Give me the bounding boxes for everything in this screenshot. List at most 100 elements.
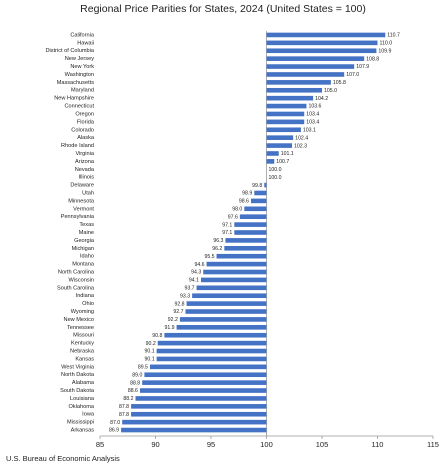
value-label: 90.2 [146,341,156,347]
bar [266,135,294,140]
value-label: 94.6 [194,262,204,268]
bar [206,261,267,267]
x-tick-label: 90 [151,440,159,449]
value-label: 109.9 [378,48,391,54]
value-label: 100.0 [269,167,282,173]
value-label: 97.1 [222,230,232,236]
value-label: 101.1 [281,151,294,157]
y-tick-label: Illinois [78,175,94,181]
value-label: 108.8 [366,56,379,62]
y-tick-label: Indiana [76,293,95,299]
value-label: 90.8 [152,333,162,339]
bar [157,340,267,346]
value-label: 86.9 [109,428,119,434]
y-tick-label: Vermont [73,206,94,212]
bar [266,95,314,101]
value-label: 87.0 [110,420,120,426]
value-label: 96.2 [212,246,222,252]
value-label: 93.3 [180,293,190,299]
x-tick-label: 110 [372,440,384,449]
y-tick-label: Kentucky [71,341,94,347]
y-tick-label: Colorado [71,127,94,133]
x-tick-label: 115 [427,440,439,449]
x-tick-label: 95 [207,440,215,449]
y-tick-label: Arizona [75,159,95,165]
x-tick-label: 105 [316,440,329,449]
bar [144,372,267,378]
bar [266,159,275,164]
chart-title: Regional Price Parities for States, 2024… [80,3,366,15]
value-label: 105.8 [333,80,346,86]
bar [139,388,267,393]
value-label: 102.3 [294,143,307,149]
y-tick-label: Nebraska [70,349,95,355]
value-label: 88.2 [123,396,133,402]
y-tick-label: Utah [82,190,94,196]
bar [225,238,267,243]
bar [176,325,267,330]
y-tick-label: District of Columbia [46,48,95,54]
bar [266,127,301,133]
bar [266,40,378,46]
value-label: 93.7 [184,285,194,291]
y-tick-label: South Dakota [60,388,95,394]
y-tick-label: Texas [79,222,94,228]
value-label: 89.0 [132,372,142,378]
bar [179,317,267,322]
value-label: 91.9 [164,325,174,331]
bar [156,348,267,354]
y-tick-label: Connecticut [64,104,94,110]
bar [266,103,307,109]
value-label: 88.8 [130,380,140,386]
x-tick-label: 100 [260,440,273,449]
bar [266,119,305,125]
y-tick-label: Idaho [80,254,94,260]
bar [250,198,267,204]
bar [244,206,267,212]
bar [149,364,267,370]
value-label: 92.8 [174,301,184,307]
value-label: 110.0 [380,41,393,47]
value-label: 94.3 [191,270,201,276]
bar [239,214,267,219]
bar [131,411,267,417]
y-tick-label: New York [70,64,94,70]
y-tick-label: Kansas [75,356,94,362]
bar [266,72,345,77]
y-tick-label: South Carolina [57,285,95,291]
bar [234,222,267,227]
y-tick-label: Massachusetts [57,80,95,86]
value-label: 92.2 [168,317,178,323]
bar [216,253,267,259]
bar [266,48,377,54]
bar [122,419,267,425]
value-label: 95.5 [204,254,214,260]
value-label: 88.6 [128,388,138,394]
value-label: 94.1 [189,278,199,284]
source-note: U.S. Bureau of Economic Analysis [6,454,120,463]
bar [266,151,279,156]
y-tick-label: Pennsylvania [61,214,95,220]
y-tick-label: Rhode Island [61,143,94,149]
value-label: 87.8 [119,412,129,418]
y-tick-label: Florida [77,119,95,125]
y-tick-label: New Mexico [64,317,94,323]
bar [266,80,331,85]
value-label: 105.0 [324,88,337,94]
bar [234,230,267,235]
value-label: 100.0 [269,175,282,181]
y-tick-label: Hawaii [77,40,94,46]
y-tick-label: Mississippi [67,420,94,426]
y-tick-label: Alabama [72,380,95,386]
value-label: 96.3 [213,238,223,244]
bar [186,301,267,306]
bar [266,143,293,148]
bar [266,87,322,93]
value-label: 92.7 [173,309,183,315]
bar [264,182,267,188]
y-tick-label: Washington [65,72,94,78]
y-tick-label: Nevada [75,167,95,173]
y-tick-label: Alaska [77,135,95,141]
value-label: 110.7 [387,33,400,39]
